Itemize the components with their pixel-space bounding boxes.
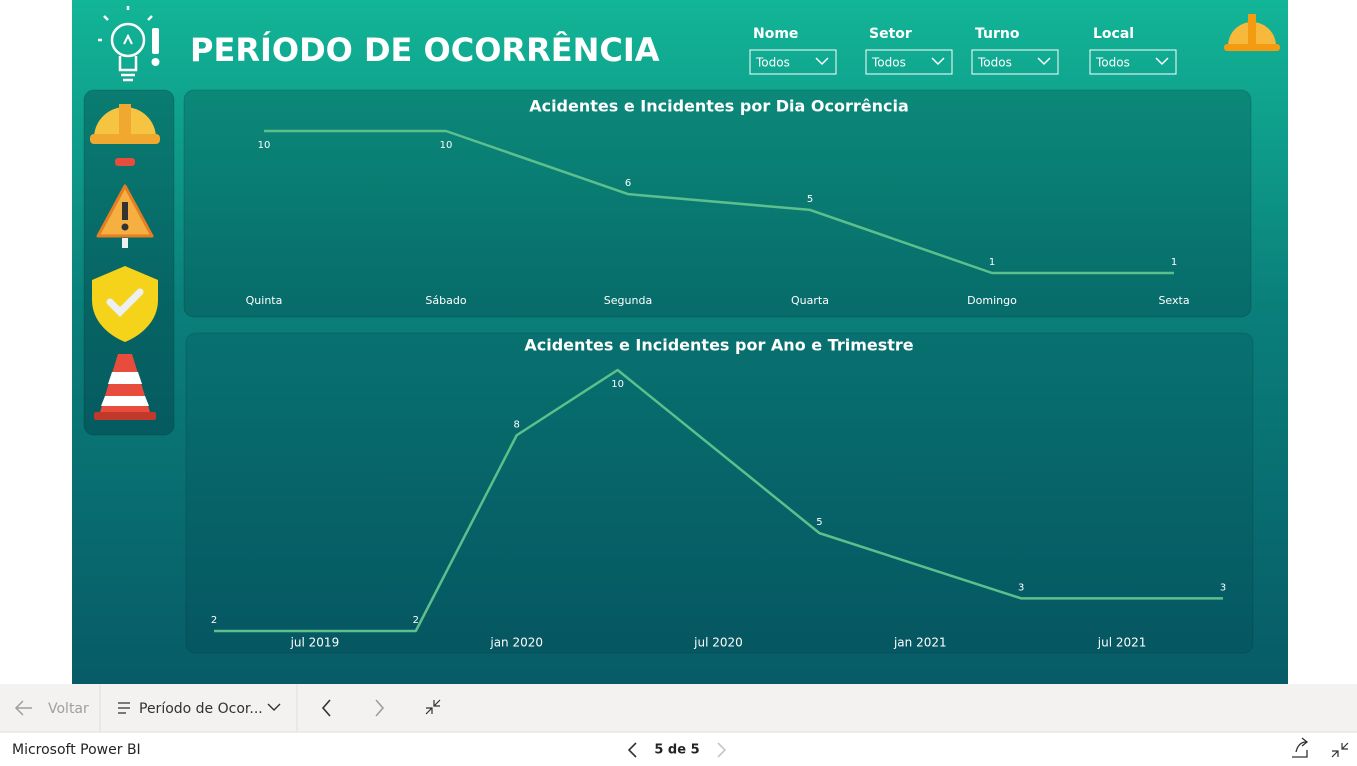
x-tick-label: jan 2021: [893, 636, 947, 650]
toolbar: [0, 684, 1357, 732]
data-label: 10: [611, 379, 624, 390]
x-tick-label: jan 2020: [489, 636, 543, 650]
panel-helmet: [90, 104, 160, 166]
filter-value[interactable]: Todos: [871, 56, 906, 70]
data-label: 1: [1171, 257, 1177, 268]
x-tick-label: jul 2019: [290, 636, 340, 650]
x-tick-label: Quarta: [791, 294, 829, 307]
filter-value[interactable]: Todos: [755, 56, 790, 70]
filter-dropdown[interactable]: [1089, 49, 1177, 75]
status-bar: [0, 733, 1357, 766]
filter-value[interactable]: Todos: [1095, 56, 1130, 70]
chart-panel: [183, 89, 1252, 318]
page-selector-label[interactable]: Período de Ocor...: [139, 701, 263, 717]
panel-cone: [94, 354, 156, 420]
status-next[interactable]: [717, 742, 727, 758]
data-label: 3: [1018, 582, 1024, 593]
share-button[interactable]: [1292, 737, 1309, 758]
page-selector[interactable]: Período de Ocor...: [118, 701, 281, 717]
panel-warning: [96, 184, 154, 248]
filter-label: Turno: [975, 26, 1020, 42]
x-tick-label: Domingo: [967, 294, 1017, 307]
chart-title: Acidentes e Incidentes por Dia Ocorrênci…: [529, 97, 909, 116]
data-label: 10: [440, 140, 453, 151]
dropdown-chevron[interactable]: [1155, 57, 1169, 66]
data-label: 5: [807, 194, 813, 205]
data-label: 6: [625, 178, 631, 189]
x-tick-label: Quinta: [246, 294, 283, 307]
helmet-icon: [1224, 14, 1280, 51]
fullscreen-button[interactable]: [1331, 742, 1349, 758]
data-label: 2: [413, 615, 419, 626]
data-label: 3: [1220, 582, 1226, 593]
filter-value[interactable]: Todos: [977, 56, 1012, 70]
icon-panel: [83, 89, 175, 436]
page-title: PERÍODO DE OCORRÊNCIA: [190, 31, 660, 69]
page-counter: 5 de 5: [654, 743, 699, 758]
app-name: Microsoft Power BI: [12, 742, 141, 758]
data-label: 2: [211, 615, 217, 626]
report-canvas: [72, 0, 1288, 684]
exclamation: [152, 28, 159, 54]
dropdown-chevron[interactable]: [815, 57, 829, 66]
line-series: [214, 368, 1223, 633]
prev-page[interactable]: [321, 699, 331, 717]
filter-label: Nome: [753, 26, 798, 42]
line-series: [264, 129, 1174, 275]
bulb-icon: [98, 6, 153, 82]
filter-label: Setor: [869, 26, 912, 42]
dropdown-chevron[interactable]: [1037, 57, 1051, 66]
next-page[interactable]: [375, 699, 385, 717]
filter-dropdown[interactable]: [865, 49, 953, 75]
back-button[interactable]: Voltar: [14, 700, 89, 717]
panel-shield: [92, 266, 158, 342]
x-tick-label: Segunda: [604, 294, 652, 307]
exclamation-dot: [151, 58, 160, 66]
filter-dropdown[interactable]: [971, 49, 1059, 75]
data-label: 10: [258, 140, 271, 151]
x-tick-label: Sexta: [1158, 294, 1189, 307]
chart-panel: [185, 332, 1254, 654]
exit-fullscreen[interactable]: [425, 699, 441, 715]
status-prev[interactable]: [627, 742, 637, 758]
x-tick-label: Sábado: [425, 294, 466, 307]
back-label[interactable]: Voltar: [48, 701, 89, 717]
chart-title: Acidentes e Incidentes por Ano e Trimest…: [524, 336, 913, 355]
filter-label: Local: [1093, 26, 1134, 42]
data-label: 8: [514, 419, 520, 430]
dropdown-chevron[interactable]: [931, 57, 945, 66]
data-label: 1: [989, 257, 995, 268]
filter-dropdown[interactable]: [749, 49, 837, 75]
x-tick-label: jul 2021: [1097, 636, 1147, 650]
x-tick-label: jul 2020: [693, 636, 743, 650]
data-label: 5: [816, 517, 822, 528]
